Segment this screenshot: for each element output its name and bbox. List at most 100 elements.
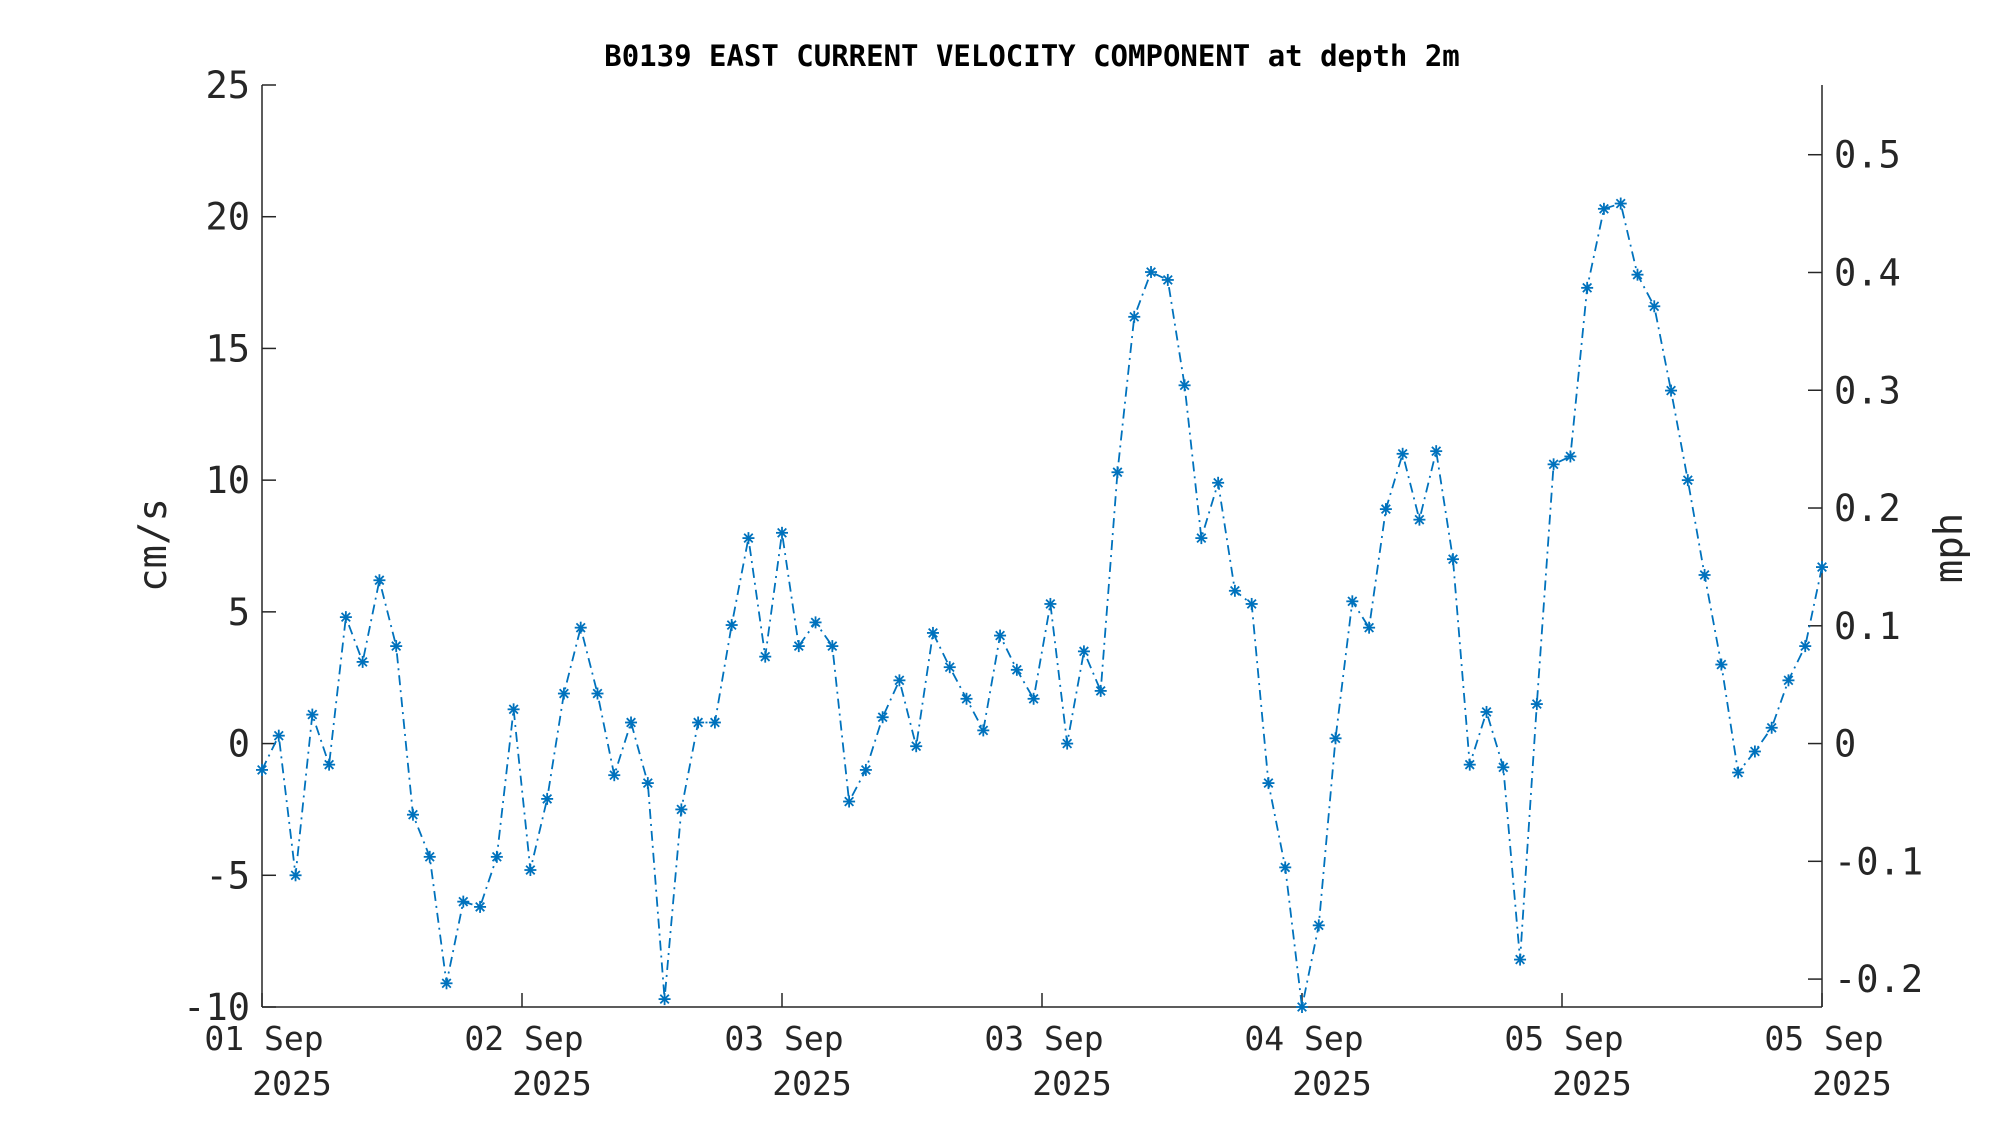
- data-point: [1782, 674, 1795, 687]
- data-point: [708, 716, 721, 729]
- data-point: [1296, 1001, 1308, 1013]
- data-point: [926, 626, 939, 639]
- data-point: [1329, 732, 1342, 745]
- data-point: [1161, 273, 1174, 286]
- data-point: [1765, 721, 1778, 734]
- data-point: [1379, 503, 1392, 516]
- data-point: [960, 692, 973, 705]
- data-point: [1027, 692, 1040, 705]
- y-tick-label-right: 0.1: [1834, 605, 1901, 648]
- data-point: [356, 655, 369, 668]
- data-point: [1061, 737, 1074, 750]
- y-tick-label-right: -0.1: [1834, 840, 1923, 883]
- data-point: [1312, 919, 1325, 932]
- data-point: [323, 758, 336, 771]
- data-point: [625, 716, 638, 729]
- data-point: [490, 850, 503, 863]
- data-point: [826, 640, 839, 653]
- data-point: [423, 850, 436, 863]
- data-point: [1145, 266, 1158, 279]
- data-point: [1128, 310, 1141, 323]
- data-point: [1346, 595, 1359, 608]
- data-point: [272, 729, 285, 742]
- data-point: [1665, 384, 1678, 397]
- x-tick-label-year: 2025: [1292, 1064, 1371, 1103]
- data-point: [541, 792, 554, 805]
- data-point: [1681, 474, 1694, 487]
- data-point: [1530, 698, 1543, 711]
- data-point: [692, 716, 705, 729]
- plot-axes: [261, 85, 1823, 1008]
- y-tick-label-left: 15: [205, 327, 250, 370]
- data-point: [1732, 766, 1745, 779]
- x-tick-label-year: 2025: [1552, 1064, 1631, 1103]
- data-point: [1631, 268, 1644, 281]
- data-point: [1581, 281, 1594, 294]
- data-point: [591, 687, 604, 700]
- data-point: [289, 869, 302, 882]
- data-point: [1480, 705, 1493, 718]
- data-point: [641, 777, 654, 790]
- y-tick-label-right: 0: [1834, 723, 1856, 766]
- data-point: [1245, 597, 1258, 610]
- data-point: [843, 795, 856, 808]
- data-point: [1597, 202, 1610, 215]
- data-point: [1614, 197, 1627, 210]
- data-point: [1212, 476, 1225, 489]
- x-tick-label-day: 03 Sep: [984, 1019, 1103, 1058]
- data-point: [256, 763, 268, 776]
- x-tick-label-year: 2025: [512, 1064, 591, 1103]
- data-point: [893, 674, 906, 687]
- right-y-axis-ticks: -0.2 -0.1 0 0.1 0.2 0.3 0.4 0.5: [1808, 134, 1923, 1001]
- data-point: [1279, 861, 1292, 874]
- data-point: [574, 621, 587, 634]
- data-point: [1430, 445, 1443, 458]
- data-point: [1564, 450, 1577, 463]
- data-point: [1715, 658, 1728, 671]
- chart-title: B0139 EAST CURRENT VELOCITY COMPONENT at…: [604, 39, 1460, 73]
- x-axis-ticks: 01 Sep 2025 02 Sep 2025 03 Sep 2025 03 Sep 2025…: [204, 993, 1892, 1103]
- data-point: [977, 724, 990, 737]
- data-point: [390, 640, 403, 653]
- data-point: [440, 977, 453, 990]
- x-tick-label-day: 04 Sep: [1244, 1019, 1363, 1058]
- data-point: [1094, 684, 1107, 697]
- data-point: [742, 532, 755, 545]
- data-point: [339, 611, 352, 624]
- data-point: [1178, 379, 1191, 392]
- data-point: [1111, 466, 1124, 479]
- data-point: [725, 619, 738, 632]
- x-tick-label-day: 03 Sep: [724, 1019, 843, 1058]
- data-point: [1077, 645, 1090, 658]
- x-tick-label-day: 02 Sep: [464, 1019, 583, 1058]
- y-tick-label-left: 0: [228, 723, 250, 766]
- data-point: [557, 687, 570, 700]
- data-point: [876, 711, 889, 724]
- data-point: [759, 650, 772, 663]
- y-tick-label-right: -0.2: [1834, 958, 1923, 1001]
- data-point: [776, 526, 788, 539]
- data-point: [457, 895, 470, 908]
- data-point: [1497, 761, 1510, 774]
- data-point: [792, 640, 805, 653]
- data-point: [1816, 561, 1828, 574]
- y-tick-label-right: 0.5: [1834, 134, 1901, 177]
- data-point: [1396, 447, 1409, 460]
- x-tick-label-day: 05 Sep: [1764, 1019, 1883, 1058]
- x-tick-label-year: 2025: [1812, 1064, 1891, 1103]
- data-point: [608, 769, 621, 782]
- data-point: [809, 616, 822, 629]
- data-point: [1463, 758, 1476, 771]
- data-point: [1262, 777, 1275, 790]
- y-tick-label-left: -10: [183, 986, 250, 1029]
- data-point: [1228, 584, 1241, 597]
- data-point: [675, 803, 688, 816]
- data-point: [524, 864, 537, 877]
- data-point: [1195, 532, 1208, 545]
- data-point: [1748, 745, 1761, 758]
- x-tick-label-day: 01 Sep: [204, 1019, 323, 1058]
- data-point: [943, 661, 956, 674]
- data-point: [1010, 663, 1023, 676]
- data-point: [994, 629, 1007, 642]
- y-axis-label-left: cm/s: [131, 498, 176, 592]
